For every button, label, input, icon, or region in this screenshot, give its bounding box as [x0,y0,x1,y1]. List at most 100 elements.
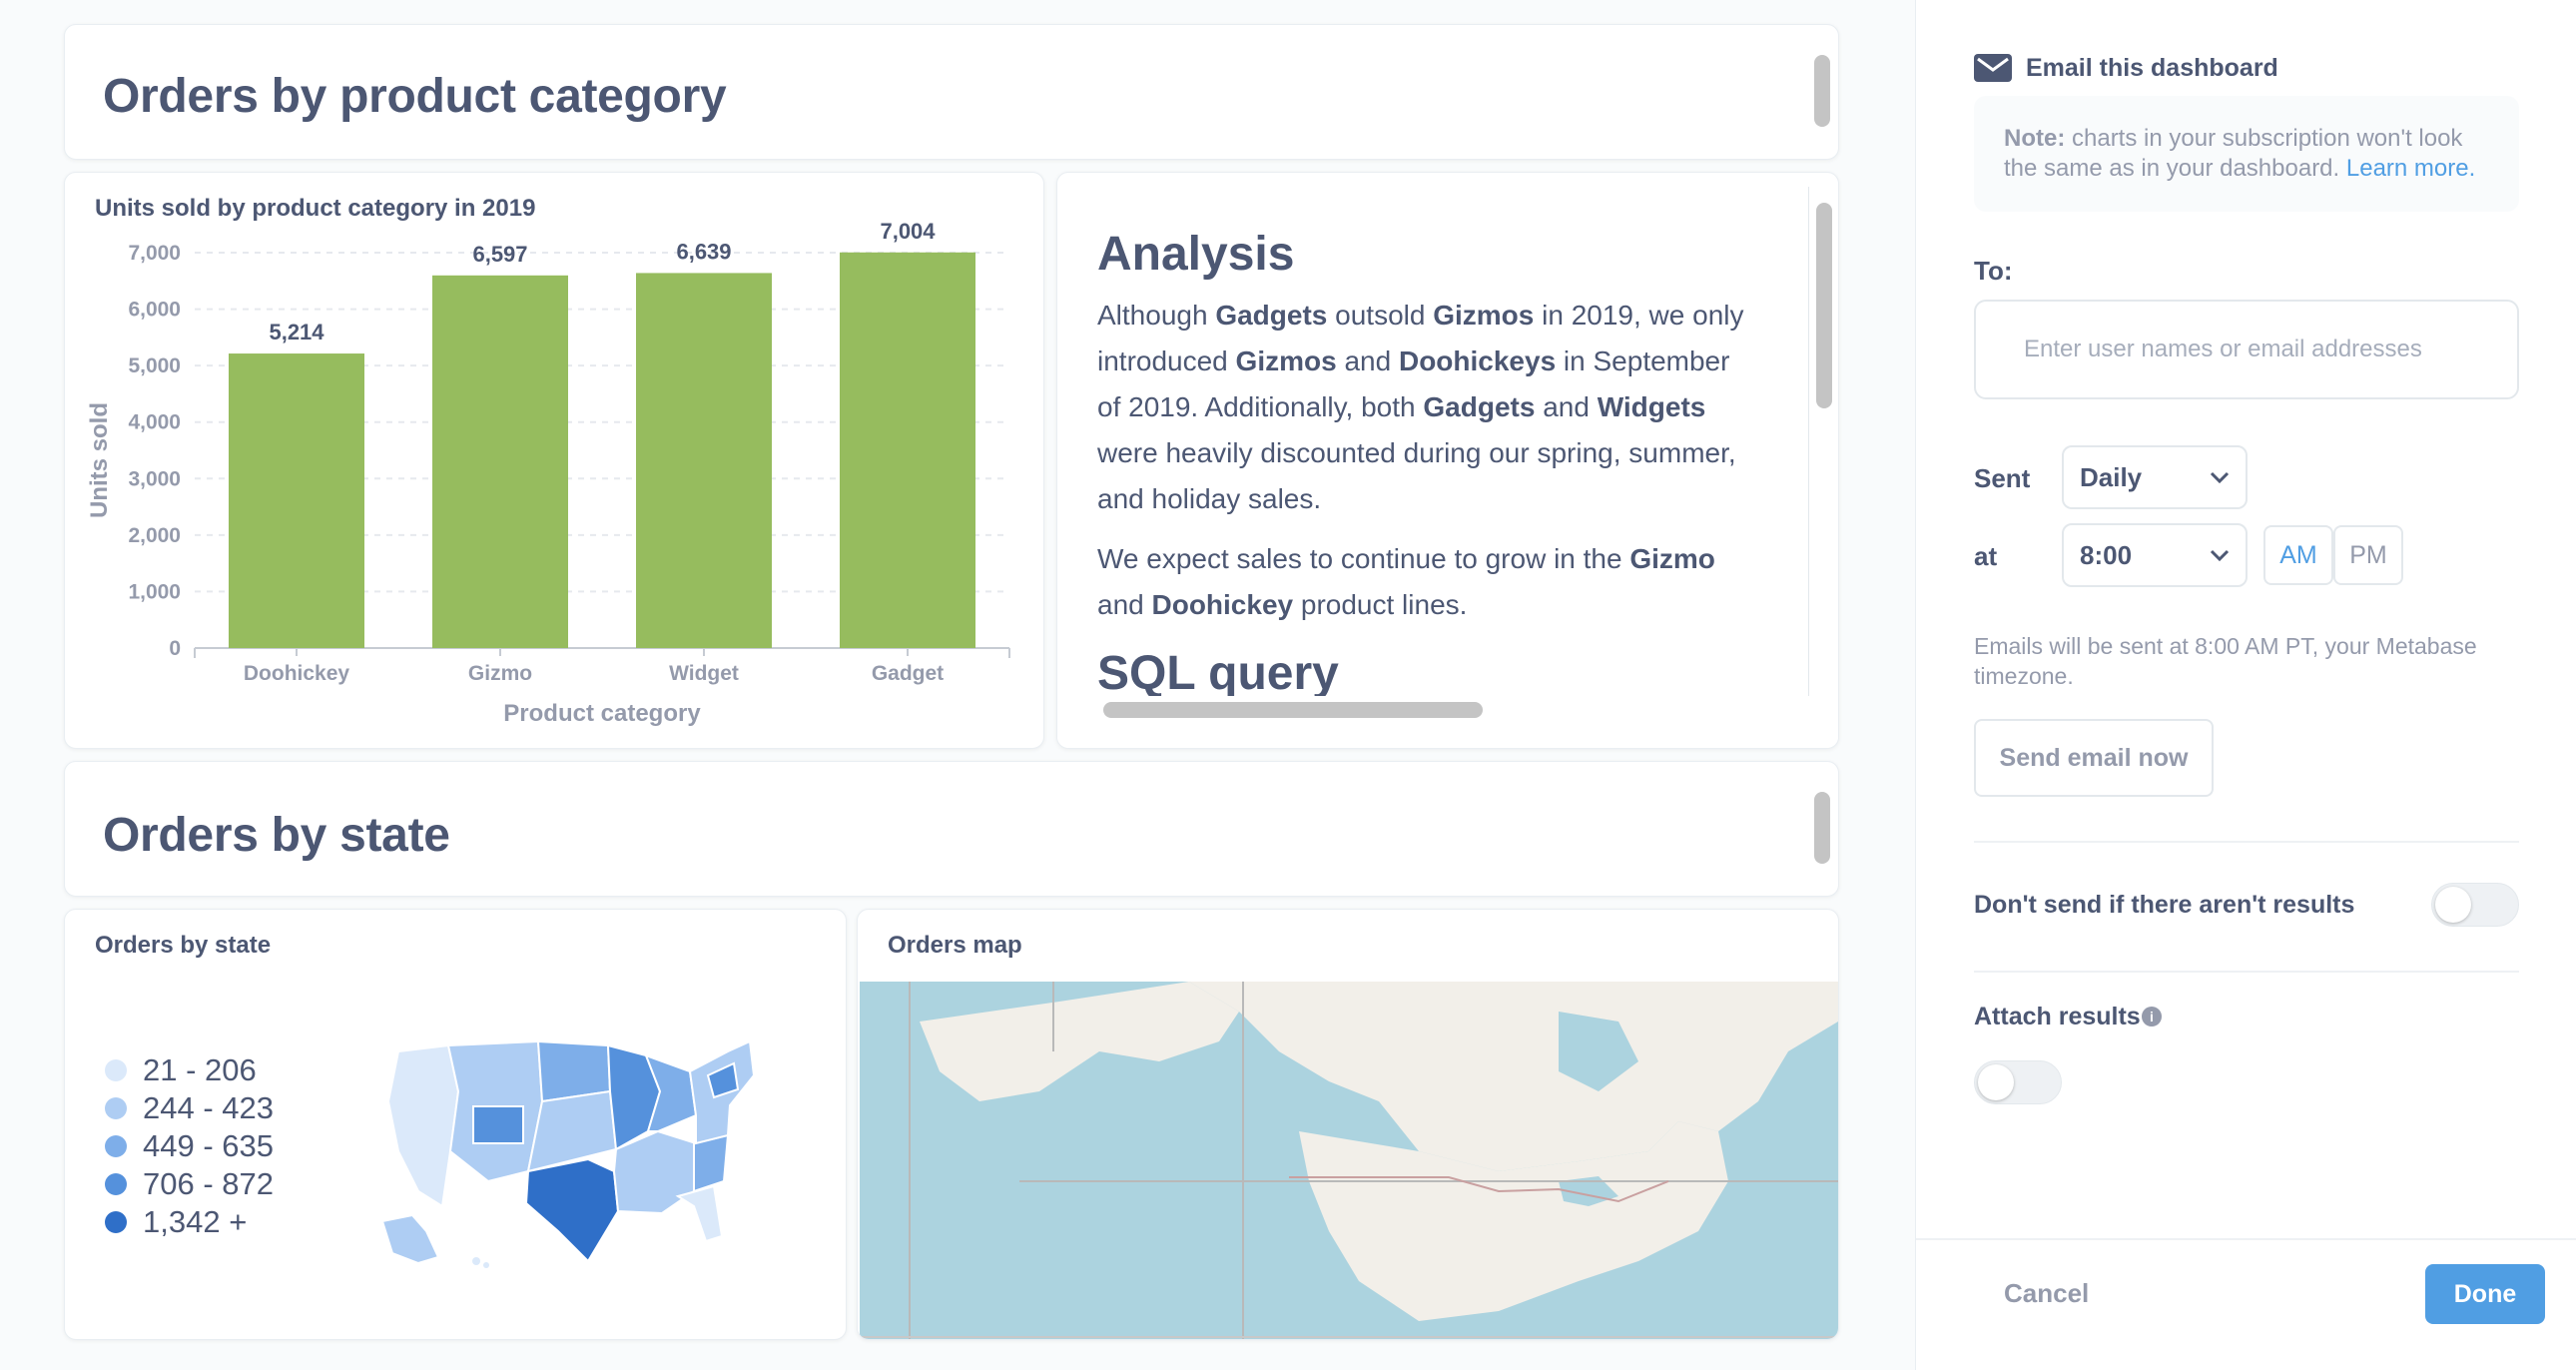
region-southeast [693,1133,730,1193]
pm-button[interactable]: PM [2333,525,2403,585]
bar [636,273,772,648]
dont-send-toggle[interactable] [2431,883,2519,927]
x-tick-label: Gadget [872,662,944,685]
bar [432,275,568,648]
recipients-input[interactable]: Enter user names or email addresses [1974,300,2519,399]
card-title: Orders map [888,932,1022,959]
legend-item: 1,342 + [105,1203,274,1241]
bar [229,353,364,648]
legend-label: 244 - 423 [143,1090,274,1125]
legend-label: 706 - 872 [143,1166,274,1201]
send-email-now-button[interactable]: Send email now [1974,719,2214,797]
region-texas [524,1157,620,1263]
y-tick-label: 0 [169,637,181,660]
info-icon[interactable]: i [2142,1007,2162,1027]
legend-swatch [105,1135,127,1157]
region-plains-central [526,1089,618,1173]
email-title: Email this dashboard [2026,54,2278,82]
orders-map-card: Orders map [857,909,1839,1340]
note-label: Note: [2004,125,2066,152]
text-run: outsold [1327,300,1434,331]
sent-label: Sent [1974,463,2031,493]
map-land-hudson [1559,1012,1638,1091]
y-tick-label: 7,000 [128,242,181,265]
map-land-us [1299,1121,1728,1321]
emphasis: Gizmo [1629,543,1715,574]
scrollbar[interactable] [1814,792,1830,864]
bar-chart: 0 1,000 2,000 3,000 4,000 5,000 6,000 7,000 5,21… [86,219,1010,727]
region-colorado [472,1105,524,1144]
at-label: at [1974,541,1998,571]
section-header-orders-by-state: Orders by state [64,761,1839,897]
region-south [612,1129,698,1215]
legend-swatch [105,1059,127,1081]
y-tick-label: 6,000 [128,299,181,322]
data-label: 5,214 [269,320,324,344]
x-axis-label: Product category [503,700,701,727]
bar-chart-card: Units sold by product category in 2019 0… [64,172,1044,749]
legend-label: 449 - 635 [143,1128,274,1163]
y-axis-label: Units sold [86,402,113,518]
y-tick-label: 1,000 [128,580,181,603]
timezone-note: Emails will be sent at 8:00 AM PT, your … [1974,633,2477,689]
region-west [386,1043,460,1208]
map-land-alaska [920,982,1239,1101]
section-header-product-category: Orders by product category [64,24,1839,160]
attach-results-label: Attach results [1974,1003,2141,1030]
section-title: Orders by state [103,809,450,862]
legend-item: 21 - 206 [105,1051,274,1089]
scrollbar[interactable] [1814,55,1830,127]
footer-divider [1916,1238,2576,1240]
hour-select[interactable]: 8:00 [2062,523,2248,587]
data-label: 6,597 [472,242,527,267]
us-choropleth-map [380,1039,756,1268]
bar [840,252,975,648]
learn-more-link[interactable]: Learn more. [2345,155,2476,182]
region-florida [675,1184,724,1243]
chart-title: Units sold by product category in 2019 [95,195,536,222]
legend-item: 706 - 872 [105,1165,274,1203]
sql-heading: SQL query [1097,647,1339,700]
legend-label: 1,342 + [143,1204,248,1239]
divider [1974,841,2519,843]
analysis-paragraph: Although Gadgets outsold Gizmos in 2019,… [1097,293,1756,522]
legend-swatch [105,1097,127,1119]
text-run: and [1336,345,1399,376]
section-title: Orders by product category [103,70,727,123]
analysis-heading: Analysis [1097,228,1295,281]
text-run: were heavily discounted during our sprin… [1097,437,1736,514]
to-label: To: [1974,256,2013,286]
dont-send-label: Don't send if there aren't results [1974,891,2355,919]
text-run: in 2019, we only introduced [1097,300,1744,376]
horizontal-scrollbar[interactable] [1103,702,1483,718]
toggle-knob [2435,887,2471,923]
frequency-select[interactable]: Daily [2062,445,2248,509]
analysis-text-card: Analysis Although Gadgets outsold Gizmos… [1056,172,1839,749]
tile-map[interactable] [860,982,1838,1339]
legend-swatch [105,1173,127,1195]
legend-item: 244 - 423 [105,1089,274,1127]
content-frame [1808,187,1809,696]
note-text: charts in your subscription won't look t… [2004,125,2463,182]
emphasis: Gizmos [1433,300,1535,331]
done-button[interactable]: Done [2425,1264,2545,1324]
analysis-paragraph: We expect sales to continue to grow in t… [1097,536,1756,628]
frequency-value: Daily [2080,461,2143,492]
attach-results-toggle[interactable] [1974,1060,2062,1104]
map-legend: 21 - 206 244 - 423 449 - 635 706 - 872 1,342… [105,1051,274,1241]
region-hawaii [472,1257,480,1265]
emphasis: Widgets [1597,391,1706,422]
text-run: and [1535,391,1598,422]
legend-item: 449 - 635 [105,1127,274,1165]
emphasis: Gadgets [1423,391,1536,422]
analysis-content: Analysis Although Gadgets outsold Gizmos… [1097,223,1756,712]
cancel-button[interactable]: Cancel [2004,1278,2090,1308]
emphasis: Gizmos [1235,345,1337,376]
x-tick-label: Doohickey [244,662,350,685]
text-run: product lines. [1293,589,1468,620]
vertical-scrollbar[interactable] [1816,203,1832,408]
y-tick-label: 2,000 [128,524,181,547]
am-button[interactable]: AM [2263,525,2333,585]
legend-swatch [105,1211,127,1233]
map-border-us-canada [1289,1176,1669,1203]
